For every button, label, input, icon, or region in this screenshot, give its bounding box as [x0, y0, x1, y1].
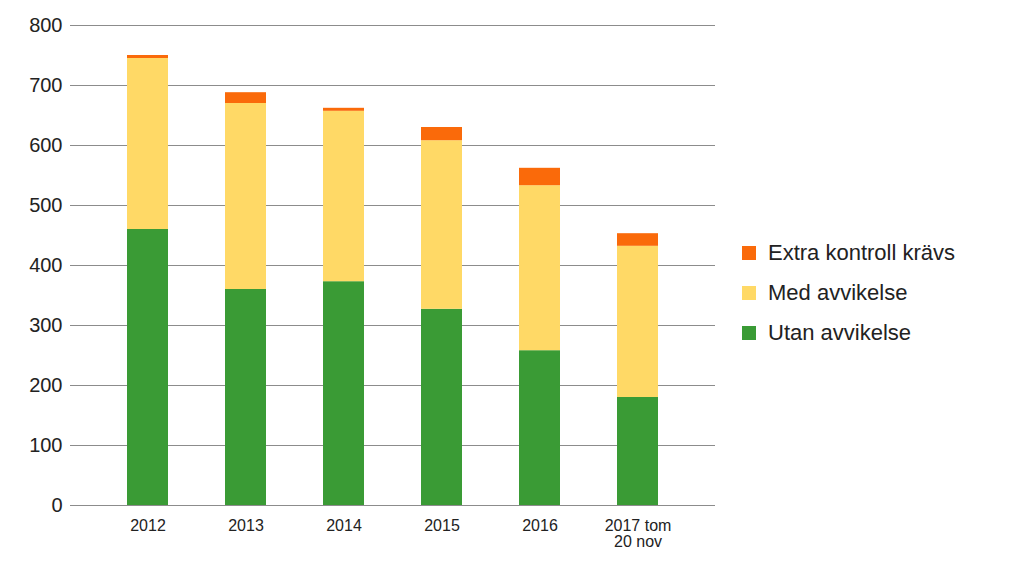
svg-text:2014: 2014 — [326, 517, 362, 534]
svg-text:2012: 2012 — [130, 517, 166, 534]
svg-text:600: 600 — [29, 134, 62, 156]
svg-text:500: 500 — [29, 194, 62, 216]
svg-text:300: 300 — [29, 314, 62, 336]
svg-text:2016: 2016 — [522, 517, 558, 534]
html-text:Med avvikelse: Med avvikelse — [768, 279, 908, 305]
svg-text:2013: 2013 — [228, 517, 264, 534]
svg-text:400: 400 — [29, 254, 62, 276]
html-text:Extra kontroll krävs: Extra kontroll krävs — [768, 239, 956, 265]
svg-text:700: 700 — [29, 74, 62, 96]
svg-text:200: 200 — [29, 374, 62, 396]
svg-text:800: 800 — [29, 14, 62, 36]
html-text:Utan avvikelse: Utan avvikelse — [768, 319, 912, 345]
svg-text:0: 0 — [51, 494, 62, 516]
svg-text:2015: 2015 — [424, 517, 460, 534]
svg-text:100: 100 — [29, 434, 62, 456]
svg-text:2017 tom20 nov: 2017 tom20 nov — [605, 517, 672, 550]
